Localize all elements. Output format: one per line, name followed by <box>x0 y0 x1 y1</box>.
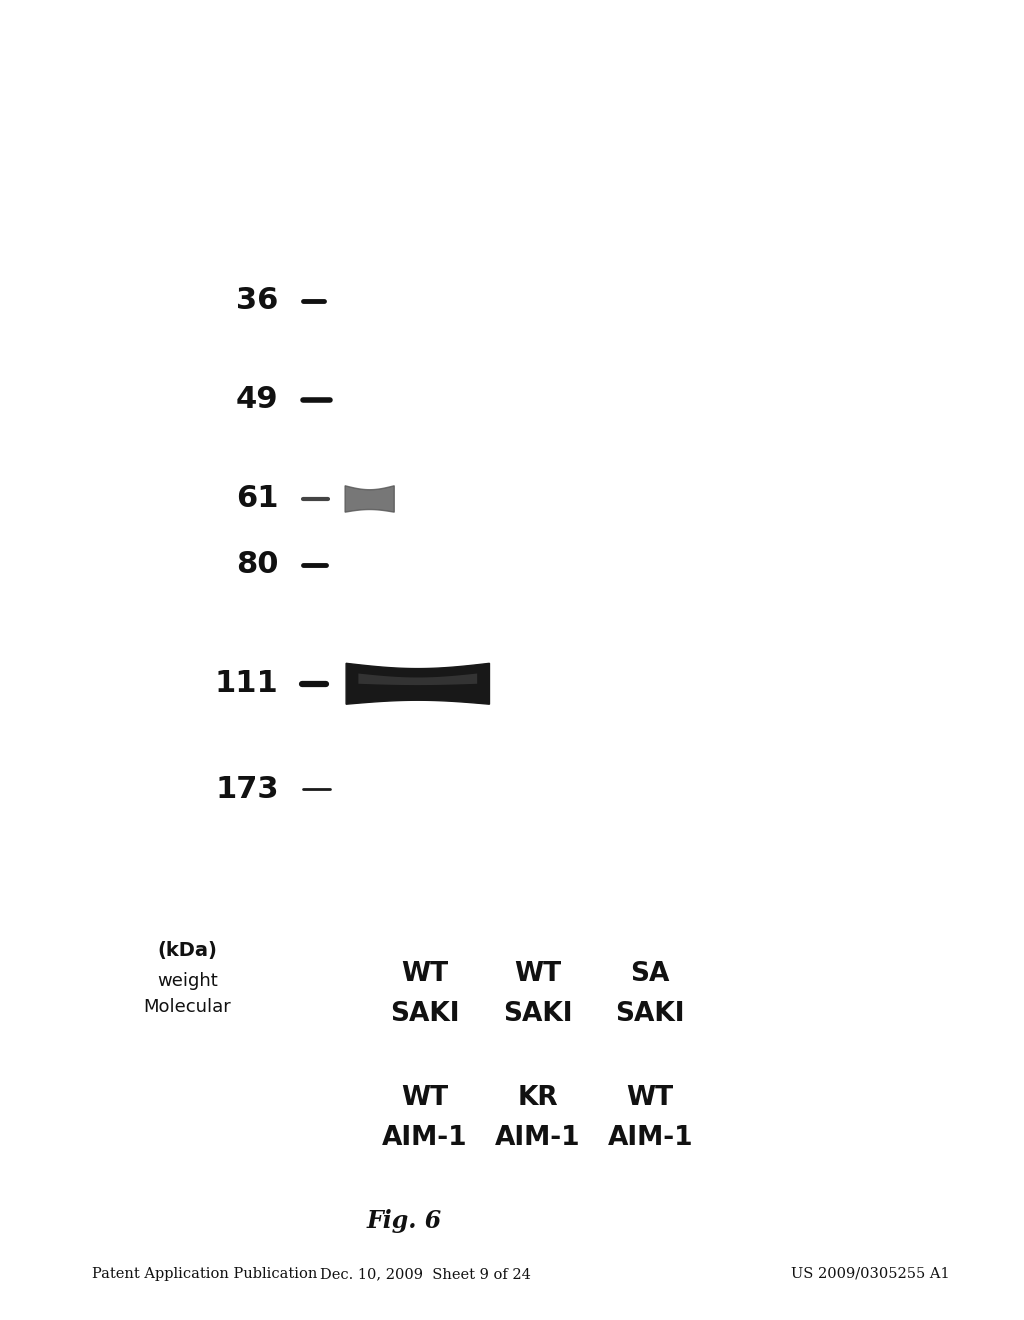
Text: Dec. 10, 2009  Sheet 9 of 24: Dec. 10, 2009 Sheet 9 of 24 <box>319 1267 530 1280</box>
Text: AIM-1: AIM-1 <box>607 1125 693 1151</box>
Text: WT: WT <box>401 961 449 987</box>
Text: (kDa): (kDa) <box>158 941 217 960</box>
Text: WT: WT <box>627 1085 674 1111</box>
Text: WT: WT <box>401 1085 449 1111</box>
Text: 61: 61 <box>236 484 279 513</box>
Text: US 2009/0305255 A1: US 2009/0305255 A1 <box>792 1267 949 1280</box>
Text: KR: KR <box>517 1085 558 1111</box>
Text: SAKI: SAKI <box>390 1001 460 1027</box>
Text: SAKI: SAKI <box>615 1001 685 1027</box>
Text: weight: weight <box>157 972 218 990</box>
Text: 80: 80 <box>236 550 279 579</box>
Text: 49: 49 <box>236 385 279 414</box>
Polygon shape <box>358 673 477 685</box>
Text: SA: SA <box>631 961 670 987</box>
Text: 36: 36 <box>237 286 279 315</box>
Text: 111: 111 <box>215 669 279 698</box>
Polygon shape <box>346 664 489 704</box>
Text: Fig. 6: Fig. 6 <box>367 1209 442 1233</box>
Text: Patent Application Publication: Patent Application Publication <box>92 1267 317 1280</box>
Text: SAKI: SAKI <box>503 1001 572 1027</box>
Text: WT: WT <box>514 961 561 987</box>
Text: AIM-1: AIM-1 <box>382 1125 468 1151</box>
Text: 173: 173 <box>215 775 279 804</box>
Text: Molecular: Molecular <box>143 998 231 1016</box>
Text: AIM-1: AIM-1 <box>495 1125 581 1151</box>
Polygon shape <box>345 486 394 512</box>
